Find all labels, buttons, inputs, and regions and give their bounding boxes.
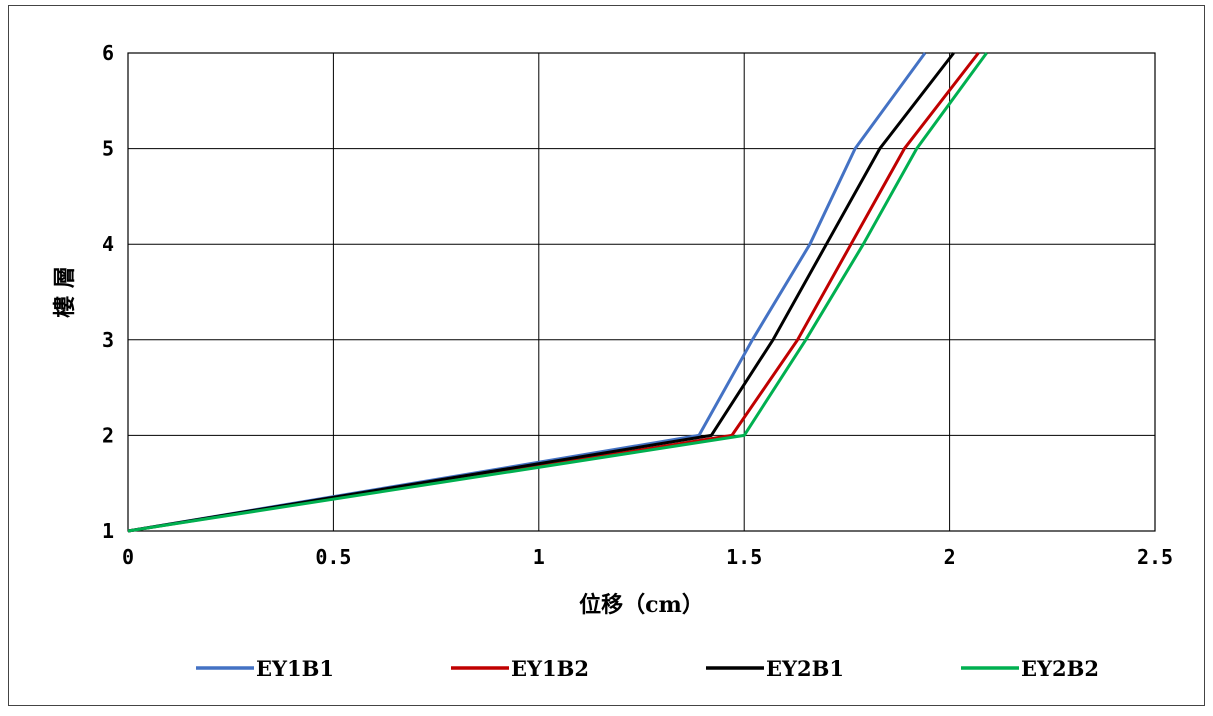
legend-item-ey2b2: EY2B2 xyxy=(961,656,1099,681)
legend-label: EY1B2 xyxy=(511,656,589,681)
legend: EY1B1 EY1B2 EY2B1 EY2B2 xyxy=(196,656,1099,681)
legend-item-ey1b2: EY1B2 xyxy=(451,656,589,681)
series-line-ey2b2 xyxy=(127,52,988,533)
y-tick-label: 6 xyxy=(102,41,114,65)
x-tick-label: 0 xyxy=(122,545,134,569)
legend-label: EY2B1 xyxy=(766,656,844,681)
series-line-ey2b1 xyxy=(127,52,955,533)
legend-label: EY2B2 xyxy=(1021,656,1099,681)
series-line-ey1b2 xyxy=(127,52,980,533)
plot-area-border xyxy=(127,52,1156,532)
series-layer xyxy=(127,52,988,533)
y-tick-labels: 1 2 3 4 5 6 xyxy=(102,41,114,543)
x-tick-label: 2 xyxy=(944,545,956,569)
y-tick-label: 2 xyxy=(102,423,114,447)
series-line-ey1b1 xyxy=(127,52,927,533)
y-tick-label: 5 xyxy=(102,137,114,161)
y-tick-label: 4 xyxy=(102,232,114,256)
y-tick-label: 3 xyxy=(102,328,114,352)
x-tick-label: 1 xyxy=(533,545,545,569)
grid-lines xyxy=(127,52,1156,532)
x-tick-labels: 0 0.5 1 1.5 2 2.5 xyxy=(122,545,1173,569)
x-tick-label: 1.5 xyxy=(726,545,762,569)
legend-label: EY1B1 xyxy=(256,656,334,681)
x-tick-label: 0.5 xyxy=(315,545,351,569)
chart-frame xyxy=(8,5,1205,706)
y-axis-title: 樓 層 xyxy=(52,266,78,318)
legend-item-ey1b1: EY1B1 xyxy=(196,656,334,681)
y-tick-label: 1 xyxy=(102,519,114,543)
x-axis-title: 位移（cm） xyxy=(579,592,704,618)
legend-item-ey2b1: EY2B1 xyxy=(706,656,844,681)
x-tick-label: 2.5 xyxy=(1137,545,1173,569)
